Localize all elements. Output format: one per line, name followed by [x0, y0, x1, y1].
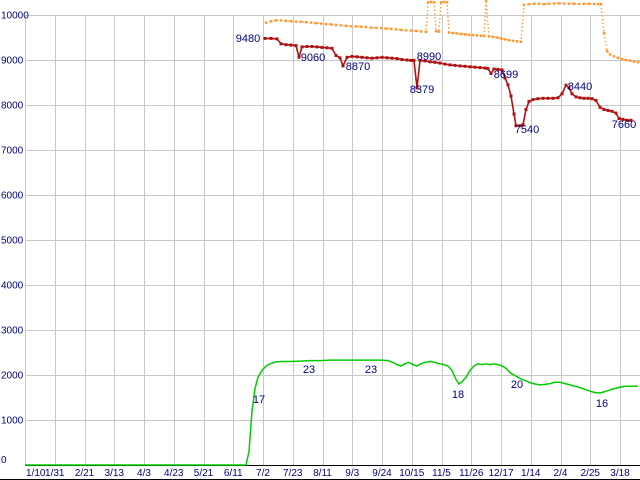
data-label-7540: 7540 — [515, 124, 539, 136]
x-tick-label: 6/11 — [224, 468, 243, 479]
x-tick-label: 5/21 — [194, 468, 214, 479]
data-label-18: 18 — [452, 389, 464, 401]
data-label-8440: 8440 — [568, 81, 592, 93]
x-tick-label: 7/2 — [256, 468, 270, 479]
x-tick-label: 4/3 — [137, 468, 151, 479]
x-tick-label: 1/10 — [26, 468, 46, 479]
x-axis-labels: 1/10 1/31 2/21 3/13 4/3 4/23 5/21 6/11 7/2 7/23 8/… — [26, 468, 630, 479]
x-tick-label: 9/3 — [345, 468, 359, 479]
x-tick-label: 9/24 — [372, 468, 392, 479]
y-tick-label: 2000 — [1, 371, 24, 382]
x-tick-label: 2/25 — [581, 468, 601, 479]
x-tick-label: 11/26 — [459, 468, 484, 479]
x-tick-label: 3/13 — [105, 468, 125, 479]
y-tick-label: 0 — [1, 455, 7, 466]
x-tick-label: 8/11 — [313, 468, 332, 479]
y-tick-label: 6000 — [1, 191, 24, 202]
y-tick-label: 4000 — [1, 281, 24, 292]
x-tick-label: 11/5 — [432, 468, 451, 479]
x-tick-label: 4/23 — [164, 468, 184, 479]
data-label-16: 16 — [596, 398, 608, 410]
x-tick-label: 3/18 — [610, 468, 630, 479]
x-tick-label: 7/23 — [283, 468, 303, 479]
gridlines — [25, 15, 640, 466]
data-label-8990: 8990 — [417, 51, 441, 63]
x-tick-label: 1/14 — [521, 468, 541, 479]
y-tick-label: 8000 — [1, 101, 24, 112]
series-green-lower-line — [25, 359, 638, 466]
y-tick-label: 5000 — [1, 236, 24, 247]
y-tick-label: 7000 — [1, 146, 24, 157]
y-tick-label: 10000 — [1, 11, 29, 22]
data-label-20: 20 — [511, 379, 523, 391]
data-label-8379: 8379 — [410, 84, 434, 96]
series-red-main-line — [263, 36, 633, 128]
x-tick-label: 1/31 — [45, 468, 65, 479]
y-tick-label: 9000 — [1, 56, 24, 67]
data-labels: 9480 9060 8870 8990 8379 8699 7540 8440 7660 17 23… — [236, 33, 636, 410]
x-tick-label: 10/15 — [399, 468, 424, 479]
x-tick-label: 2/4 — [554, 468, 568, 479]
x-tick-label: 2/21 — [75, 468, 95, 479]
data-label-23: 23 — [303, 364, 315, 376]
data-label-23: 23 — [365, 364, 377, 376]
data-label-17: 17 — [253, 394, 265, 406]
y-tick-label: 1000 — [1, 416, 24, 427]
series-orange-dotted-upper — [264, 0, 640, 64]
y-axis-labels: 0 1000 2000 3000 4000 5000 6000 7000 8000 9000 100… — [1, 11, 29, 467]
y-tick-label: 3000 — [1, 326, 24, 337]
data-label-9060: 9060 — [301, 52, 325, 64]
data-label-8699: 8699 — [494, 69, 518, 81]
data-label-7660: 7660 — [612, 119, 636, 131]
data-label-9480: 9480 — [236, 33, 260, 45]
x-tick-label: 12/17 — [488, 468, 513, 479]
data-label-8870: 8870 — [346, 61, 370, 73]
